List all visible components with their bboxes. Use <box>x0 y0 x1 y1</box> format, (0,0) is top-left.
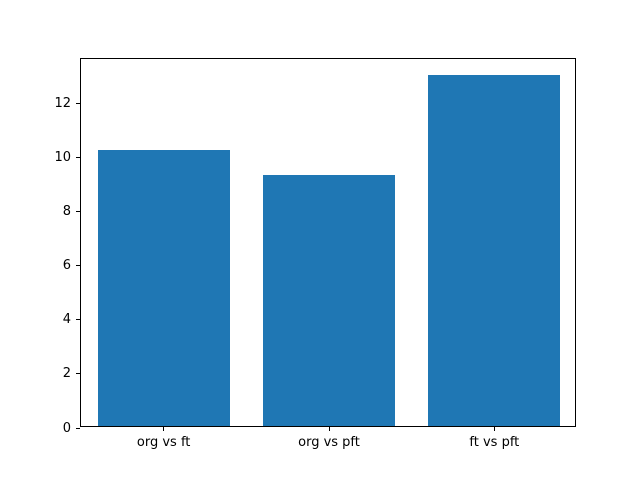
y-axis-tick-mark <box>76 157 80 159</box>
y-axis-tick-mark <box>76 103 80 105</box>
y-axis-tick-mark <box>76 427 80 429</box>
y-axis-tick-label: 0 <box>62 420 71 436</box>
x-axis-tick-label: org vs pft <box>298 435 360 450</box>
y-axis-tick-mark <box>76 373 80 375</box>
bar-org-vs-pft <box>262 174 396 426</box>
y-axis-tick-label: 10 <box>54 150 71 166</box>
y-axis-tick-label: 2 <box>62 366 71 382</box>
y-axis-tick-mark <box>76 319 80 321</box>
x-axis-tick-mark <box>163 427 165 431</box>
y-axis-tick-mark <box>76 265 80 267</box>
x-axis-tick-mark <box>493 427 495 431</box>
y-axis-tick-label: 8 <box>62 204 71 220</box>
plot-area: 0 2 4 6 8 10 12 org vs ft org vs pft ft vs pft <box>54 59 575 449</box>
y-axis-tick-label: 6 <box>62 258 71 274</box>
axes: 0 2 4 6 8 10 12 org vs ft org vs pft ft vs pft <box>54 58 576 449</box>
y-axis-tick-label: 4 <box>62 312 71 328</box>
x-axis-tick-label: ft vs pft <box>469 435 520 450</box>
bar-ft-vs-pft <box>428 74 561 426</box>
bar-org-vs-ft <box>97 150 230 426</box>
x-axis-tick-label: org vs ft <box>136 435 191 450</box>
x-axis-tick-mark <box>328 427 330 431</box>
y-axis-tick-mark <box>76 211 80 213</box>
y-axis-tick-label: 12 <box>54 96 71 112</box>
